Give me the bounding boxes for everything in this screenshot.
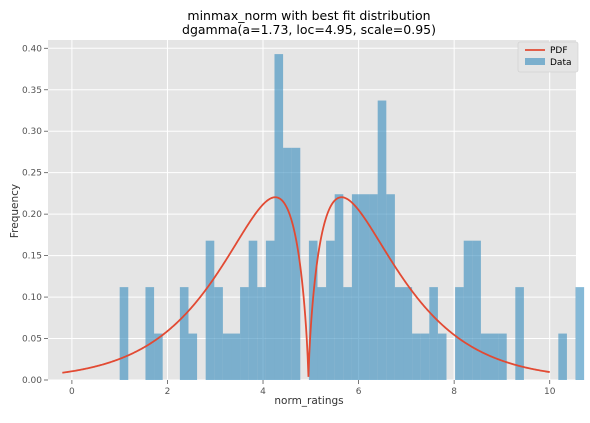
x-tick-label: 8 — [451, 387, 457, 397]
y-axis-ticks: 0.00 0.05 0.10 0.15 0.20 0.25 0.30 0.35 0.40 — [22, 44, 48, 386]
histogram-bar — [240, 287, 249, 380]
y-tick-label: 0.30 — [22, 127, 42, 137]
legend: PDF Data — [517, 41, 579, 73]
histogram-bar — [248, 240, 258, 380]
histogram-bar — [437, 333, 447, 380]
histogram-bar — [231, 333, 241, 380]
histogram-bar — [283, 147, 292, 380]
histogram-bar — [257, 287, 266, 380]
histogram-bar — [558, 333, 567, 380]
chart-subtitle: dgamma(a=1.73, loc=4.95, scale=0.95) — [182, 22, 436, 37]
histogram-bar — [386, 194, 395, 380]
y-tick-label: 0.05 — [22, 335, 42, 345]
histogram-bar — [205, 240, 215, 380]
x-axis-ticks: 0 2 4 6 8 10 — [69, 380, 556, 397]
histogram-bar — [480, 333, 490, 380]
histogram-bar — [154, 333, 163, 380]
histogram-bar — [351, 194, 361, 380]
histogram-bar — [369, 194, 378, 380]
histogram-bars — [119, 54, 585, 380]
histogram-bar — [222, 333, 232, 380]
y-tick-label: 0.10 — [22, 293, 42, 303]
histogram-bar — [334, 194, 344, 380]
histogram-bar — [403, 287, 413, 380]
histogram-bar — [463, 240, 473, 380]
x-tick-label: 10 — [544, 387, 556, 397]
chart-title: minmax_norm with best fit distribution — [187, 8, 430, 23]
x-tick-label: 4 — [260, 387, 266, 397]
histogram-bar — [265, 240, 275, 380]
histogram-bar — [515, 287, 524, 380]
y-tick-label: 0.15 — [22, 252, 42, 262]
y-tick-label: 0.25 — [22, 169, 42, 179]
histogram-bar — [317, 287, 327, 380]
histogram-bar — [308, 240, 318, 380]
histogram-bar — [343, 287, 352, 380]
x-tick-label: 2 — [165, 387, 171, 397]
y-tick-label: 0.40 — [22, 44, 42, 54]
legend-pdf-label: PDF — [550, 46, 568, 56]
y-axis-label: Frequency — [9, 184, 21, 238]
histogram-bar — [214, 287, 223, 380]
histogram-bar — [455, 287, 464, 380]
histogram-bar — [188, 333, 198, 380]
histogram-bar — [326, 240, 335, 380]
pdf-curve — [62, 196, 550, 377]
histogram-bar — [179, 287, 189, 380]
histogram-bar — [377, 100, 387, 380]
histogram-bar — [394, 287, 404, 380]
histogram-bar — [274, 54, 284, 380]
x-axis-label: norm_ratings — [274, 395, 343, 407]
histogram-bar — [420, 333, 430, 380]
histogram-bar — [412, 333, 421, 380]
histogram-bar — [575, 287, 585, 380]
histogram-bar — [498, 333, 507, 380]
y-tick-label: 0.20 — [22, 210, 42, 220]
y-tick-label: 0.00 — [22, 376, 42, 386]
x-tick-label: 6 — [356, 387, 362, 397]
legend-data-label: Data — [550, 58, 572, 68]
histogram-bar — [360, 194, 370, 380]
y-tick-label: 0.35 — [22, 86, 42, 96]
x-tick-label: 0 — [69, 387, 75, 397]
histogram-bar — [119, 287, 129, 380]
histogram-bar — [472, 240, 481, 380]
histogram-bar — [145, 287, 155, 380]
histogram-bar — [429, 287, 438, 380]
legend-data-swatch — [525, 58, 545, 65]
histogram-bar — [291, 147, 301, 380]
